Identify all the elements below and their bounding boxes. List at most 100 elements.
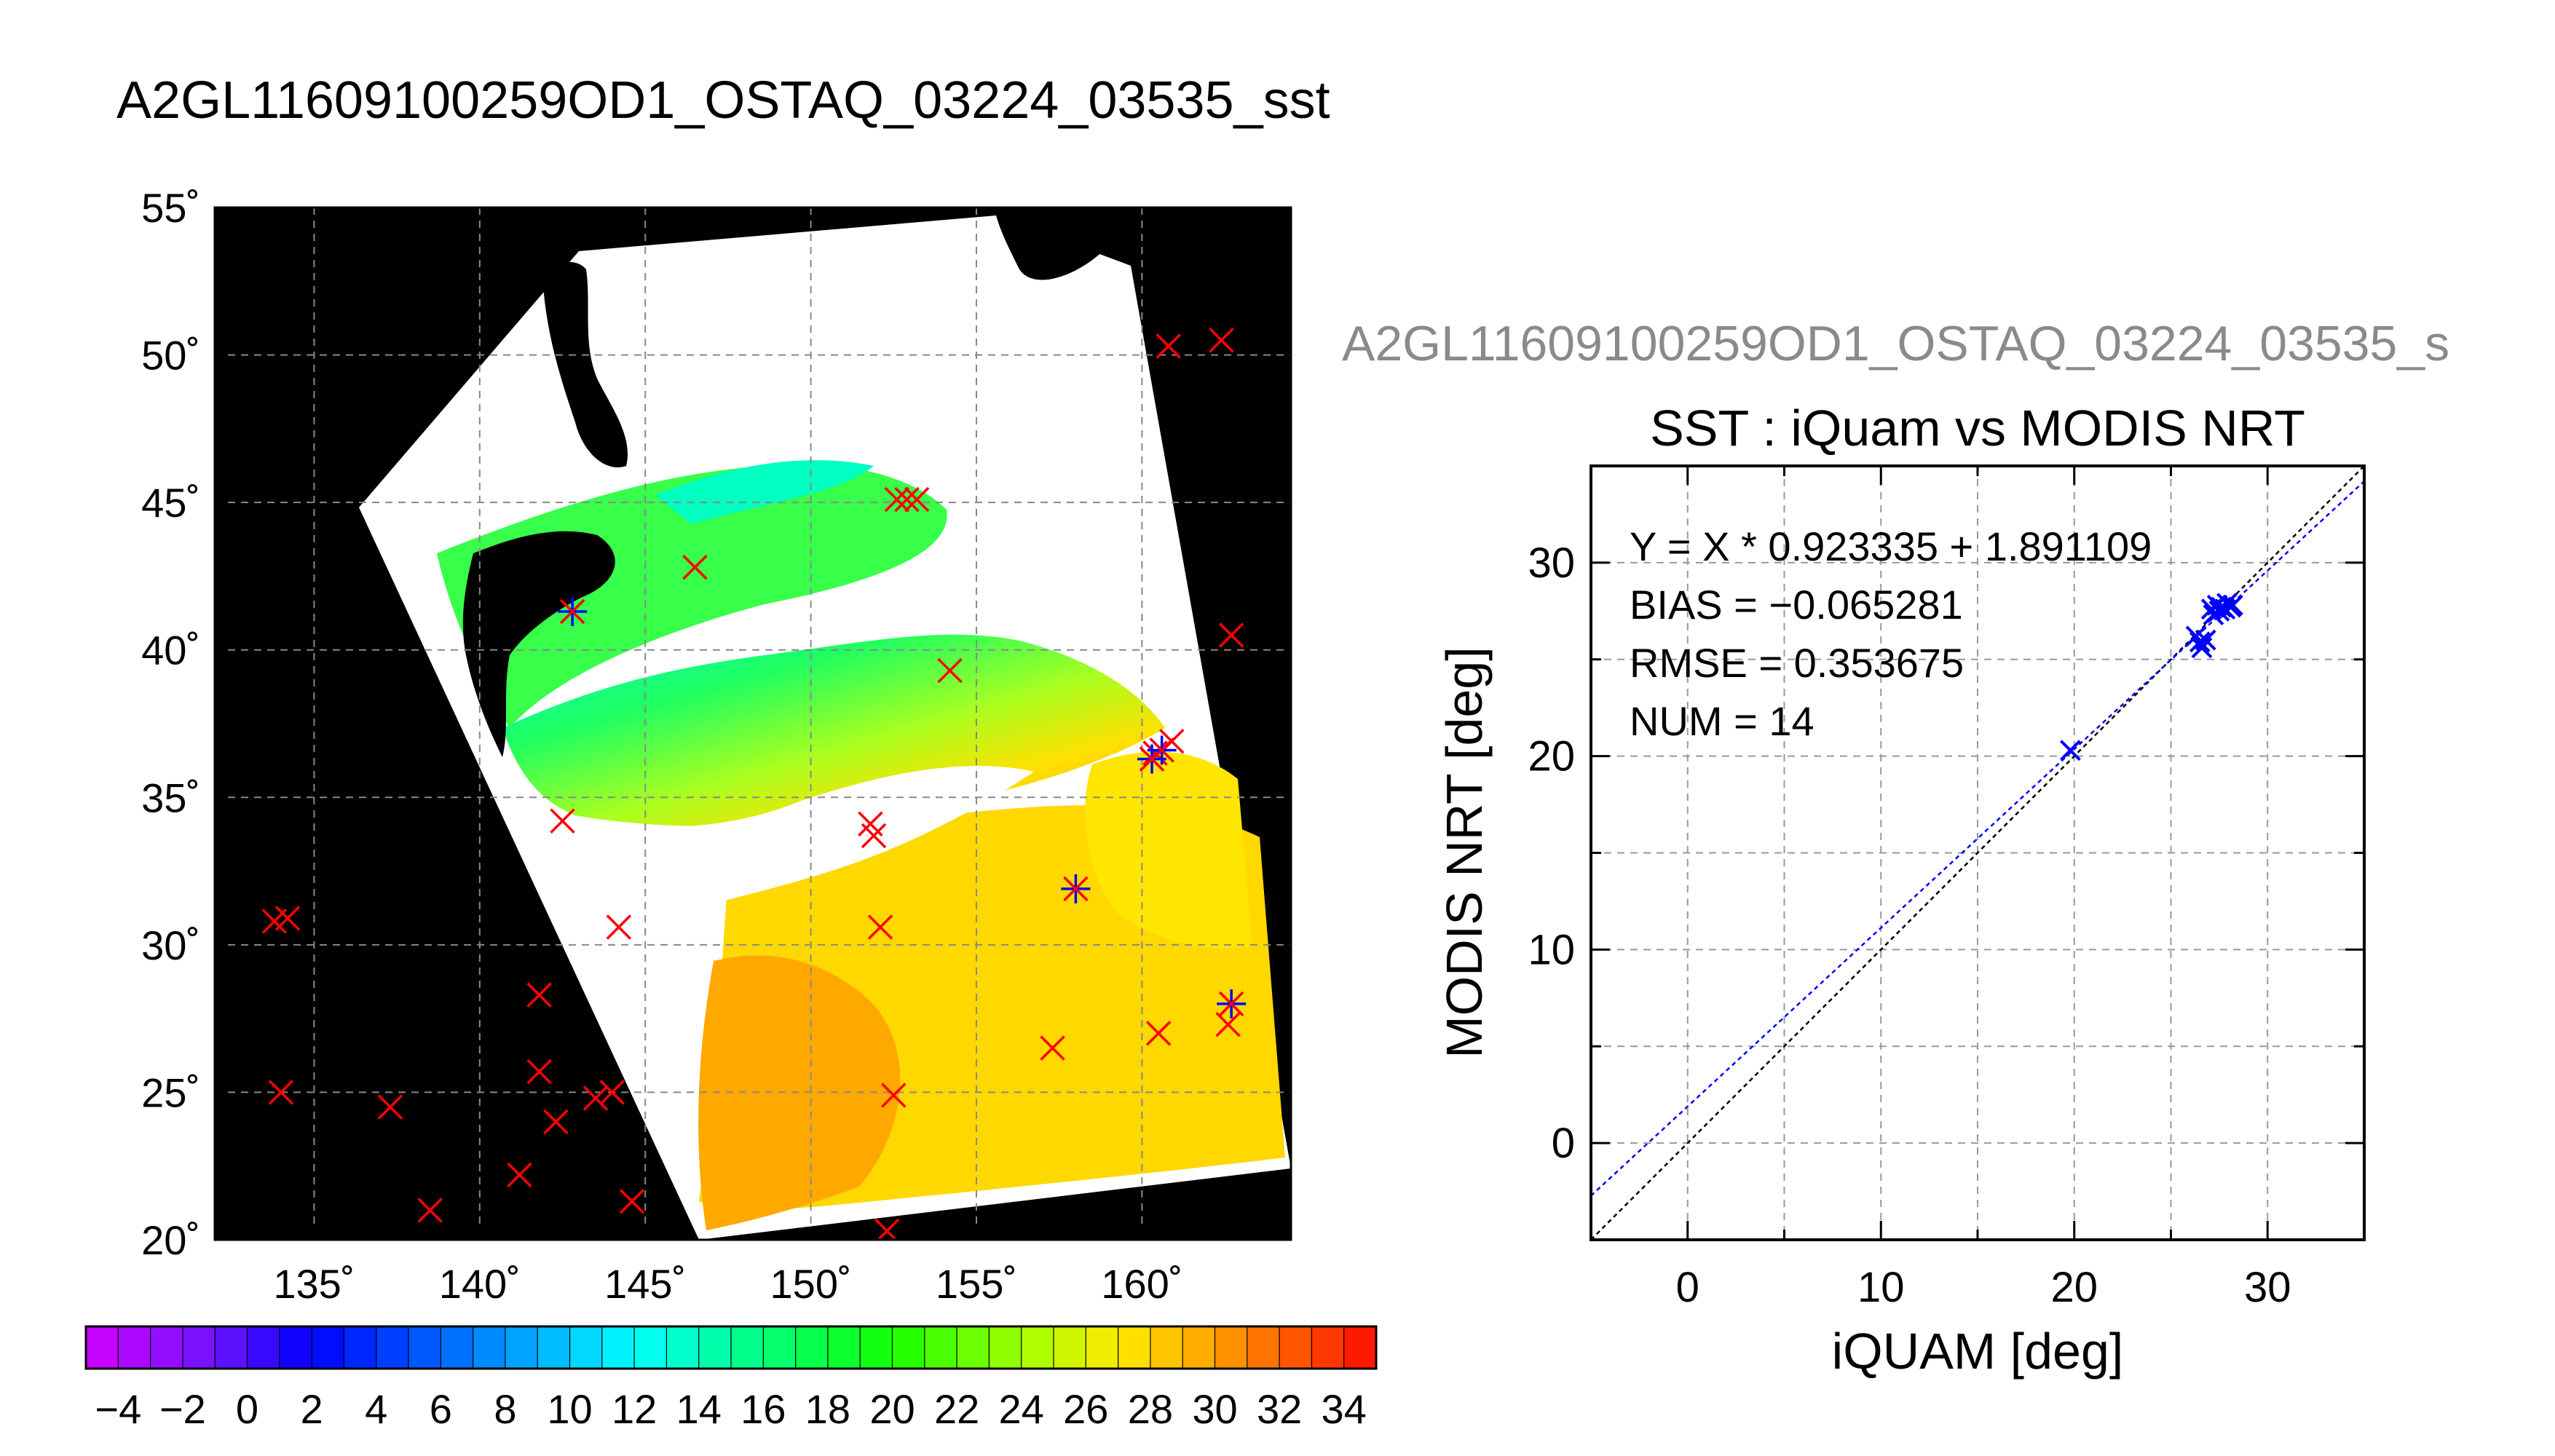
map-ytick-label: 50˚ [141, 333, 200, 379]
in-situ-marker [606, 914, 632, 940]
colorbar-tick-label: 18 [805, 1386, 850, 1432]
stat-num: NUM = 14 [1630, 698, 1814, 744]
in-situ-marker [550, 808, 575, 834]
in-situ-marker [619, 1189, 645, 1214]
colorbar-tick-label: 14 [676, 1386, 722, 1432]
colorbar-tick-label: −4 [95, 1386, 141, 1432]
colorbar-cell [473, 1326, 506, 1369]
sst-region-east [1085, 751, 1252, 949]
colorbar-tick-label: 34 [1322, 1386, 1367, 1432]
colorbar-cell [505, 1326, 538, 1369]
sst-field [437, 460, 1285, 1230]
map-xtick-label: 150˚ [770, 1261, 852, 1307]
in-situ-marker [268, 1080, 294, 1105]
colorbar-tick-label: −2 [159, 1386, 206, 1432]
scatter-ytick-label: 0 [1552, 1120, 1575, 1167]
scatter-point [2195, 629, 2216, 651]
map-ticks: 135˚ 140˚ 145˚ 150˚ 155˚ 160˚ 20˚ 25˚ 30˚ 35˚ 40˚ 4… [141, 185, 1182, 1307]
colorbar-tick-label: 0 [236, 1386, 258, 1432]
colorbar-frame [84, 1325, 1378, 1370]
scatter-ytick-label: 10 [1528, 926, 1575, 973]
main-title: A2GL11609100259OD1_OSTAQ_03224_03535_sst [117, 71, 1330, 130]
land-sakhalin [542, 261, 628, 467]
scatter-plot: SST : iQuam vs MODIS NRT 0 10 20 300102030 … [1436, 400, 2366, 1380]
scatter-lines [1591, 466, 2364, 1240]
colorbar-cell [989, 1326, 1022, 1369]
scatter-ytick-label: 20 [1528, 733, 1575, 780]
scatter-ylabel: MODIS NRT [deg] [1436, 646, 1493, 1058]
in-situ-marker [1040, 1035, 1065, 1061]
colorbar-cell [698, 1326, 732, 1369]
in-situ-marker [682, 555, 708, 580]
land-hokkaido-honshu [462, 531, 615, 757]
colorbar-tick-label: 32 [1257, 1386, 1302, 1432]
scatter-ticks: 0 10 20 30 0 10 20 30 [1528, 464, 2366, 1311]
map-markers [261, 328, 1247, 1240]
sst-region-north [437, 464, 947, 728]
in-situ-marker [526, 982, 552, 1008]
sst-region-cyan [655, 460, 874, 524]
map-ytick-label: 20˚ [141, 1217, 200, 1263]
matchup-marker [1061, 874, 1091, 903]
colorbar-cell [795, 1326, 829, 1369]
colorbar-cell [1311, 1326, 1345, 1369]
colorbar-cell [892, 1326, 925, 1369]
scatter-xtick-label: 0 [1676, 1264, 1699, 1311]
colorbar-tick-label: 20 [869, 1386, 915, 1432]
in-situ-marker [275, 906, 301, 931]
colorbar-cell [1054, 1326, 1087, 1369]
scatter-point [2189, 631, 2211, 653]
colorbar-cell [376, 1326, 409, 1369]
in-situ-marker [543, 1109, 569, 1135]
colorbar-tick-label: 16 [741, 1386, 786, 1432]
matchup-marker [1217, 989, 1247, 1018]
colorbar-cell [182, 1326, 216, 1369]
in-situ-marker [894, 486, 920, 513]
colorbar-cell [312, 1326, 345, 1369]
colorbar-cell [957, 1326, 990, 1369]
map-ytick-label: 45˚ [141, 480, 200, 526]
colorbar-cell [441, 1326, 474, 1369]
scatter-file-label: A2GL11609100259OD1_OSTAQ_03224_03535_s [1342, 316, 2449, 371]
in-situ-marker [417, 1198, 443, 1223]
colorbar-cell [860, 1326, 893, 1369]
in-situ-marker [867, 914, 893, 940]
in-situ-marker [881, 1083, 907, 1108]
colorbar-cell [215, 1326, 248, 1369]
colorbar-cell [408, 1326, 442, 1369]
in-situ-marker [904, 486, 930, 513]
map-ytick-label: 35˚ [141, 775, 200, 820]
in-situ-marker [1218, 622, 1244, 648]
map-frame [213, 206, 1292, 1241]
map-xtick-label: 145˚ [604, 1261, 686, 1307]
scatter-stats: Y = X * 0.923335 + 1.891109 BIAS = −0.06… [1630, 523, 2152, 744]
colorbar-cell [1182, 1326, 1216, 1369]
sst-colorbar: −4 −2 0 2 4 6 8 10 12 14 16 18 20 22 24 26 28 30 32 34 [84, 1325, 1378, 1432]
sst-region-southwest [698, 955, 901, 1230]
colorbar-cell [763, 1326, 797, 1369]
colorbar-tick-label: 24 [999, 1386, 1044, 1432]
stat-bias: BIAS = −0.065281 [1630, 582, 1963, 628]
colorbar-cell [569, 1326, 603, 1369]
map-ytick-label: 25˚ [141, 1069, 200, 1115]
colorbar-cell [634, 1326, 668, 1369]
colorbar-cell [1215, 1326, 1248, 1369]
map-xtick-label: 160˚ [1101, 1261, 1182, 1307]
in-situ-marker [1209, 328, 1234, 353]
colorbar-cell [601, 1326, 635, 1369]
colorbar-cell [150, 1326, 183, 1369]
map-ytick-label: 40˚ [141, 628, 200, 673]
in-situ-marker [861, 823, 887, 849]
colorbar-cell [1150, 1326, 1183, 1369]
in-situ-marker [526, 1059, 552, 1085]
stat-rmse: RMSE = 0.353675 [1630, 640, 1964, 686]
colorbar-cell [1086, 1326, 1119, 1369]
sst-map: 135˚ 140˚ 145˚ 150˚ 155˚ 160˚ 20˚ 25˚ 30˚ 35˚ 40˚ 4… [141, 185, 1292, 1307]
colorbar-cell [118, 1326, 151, 1369]
colorbar-tick-label: 10 [547, 1386, 592, 1432]
in-situ-marker [1215, 1012, 1241, 1037]
scatter-ytick-label: 30 [1528, 539, 1575, 587]
in-situ-marker [937, 657, 963, 684]
scatter-points [2060, 593, 2243, 761]
